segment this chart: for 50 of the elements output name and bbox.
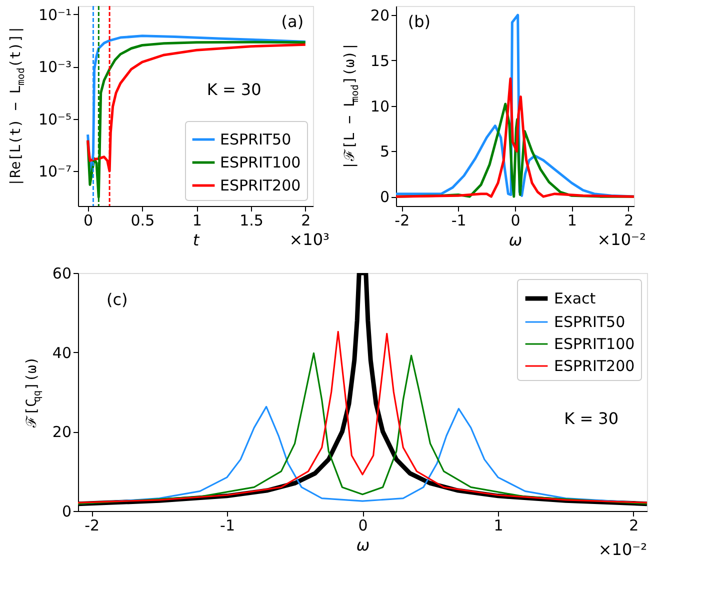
x-tick-label: 1 <box>494 516 504 534</box>
annotation: K = 30 <box>206 80 262 99</box>
x-tick-label: 1.5 <box>240 212 264 230</box>
text: ×10⁻² <box>597 230 646 249</box>
y-tick-label: 5 <box>380 142 390 161</box>
x-tick-label: 1 <box>567 212 577 230</box>
x-tick-label: 2 <box>301 212 311 230</box>
legend-label: Exact <box>554 290 596 308</box>
y-tick-label: 20 <box>52 423 72 442</box>
legend-label: ESPRIT100 <box>554 335 635 353</box>
line-series <box>396 77 634 198</box>
text: ×10³ <box>289 230 330 249</box>
legend-label: ESPRIT200 <box>220 176 301 194</box>
legend-label: ESPRIT200 <box>554 357 635 375</box>
y-tick-label: 20 <box>370 6 390 25</box>
annotation: (b) <box>408 12 431 31</box>
y-axis-title: |Re[L(t) − Lmod(t)]| <box>8 25 28 186</box>
annotation: K = 30 <box>564 409 619 428</box>
x-tick-label: -2 <box>84 516 100 534</box>
y-tick-label: 60 <box>52 264 72 282</box>
y-tick-label: 40 <box>52 344 72 362</box>
legend-label: ESPRIT100 <box>220 154 301 172</box>
y-tick-label: 10 <box>370 97 390 116</box>
y-axis-title: ℱ[Cqq](ω) <box>24 356 44 428</box>
x-tick-label: -1 <box>220 516 236 534</box>
y-tick-label: 10⁻¹ <box>38 6 72 24</box>
text: ×10⁻² <box>598 540 647 559</box>
annotation: (c) <box>106 290 128 310</box>
x-axis-title: t <box>192 230 200 250</box>
x-tick-label: 0 <box>510 212 520 230</box>
x-tick-label: 0.5 <box>130 212 155 230</box>
y-axis-title: |ℱ[L − Lmod](ω)| <box>342 42 362 170</box>
x-axis-title: ω <box>356 536 370 554</box>
x-tick-label: 2 <box>624 212 634 230</box>
legend-label: ESPRIT50 <box>554 313 626 331</box>
y-tick-label: 15 <box>370 52 390 70</box>
annotation: (a) <box>281 12 304 31</box>
x-tick-label: 1 <box>192 212 202 230</box>
legend-label: ESPRIT50 <box>220 130 292 148</box>
x-tick-label: 2 <box>629 516 639 534</box>
x-axis-title: ω <box>508 230 522 250</box>
y-tick-label: 10⁻³ <box>38 58 72 76</box>
y-tick-label: 0 <box>62 502 72 520</box>
x-tick-label: -2 <box>394 212 410 230</box>
x-tick-label: -1 <box>451 212 466 230</box>
y-tick-label: 10⁻⁷ <box>38 162 72 181</box>
y-tick-label: 0 <box>380 188 390 206</box>
y-tick-label: 10⁻⁵ <box>38 110 72 128</box>
x-tick-label: 0 <box>84 212 94 230</box>
x-tick-label: 0 <box>358 516 368 534</box>
